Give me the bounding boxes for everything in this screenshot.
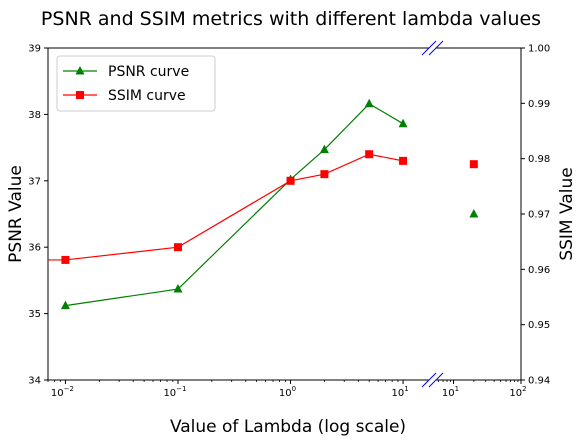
x-tick-label: 100 <box>279 385 296 399</box>
ssim-point <box>469 160 478 169</box>
y-right-tick-label: 0.98 <box>528 154 550 165</box>
ssim-point <box>173 243 182 252</box>
y-left-tick-label: 39 <box>28 44 41 55</box>
legend-box <box>56 55 216 112</box>
axis-break-mark <box>421 372 437 388</box>
ssim-point <box>365 150 374 159</box>
psnr-point <box>469 209 479 218</box>
y-left-tick-label: 34 <box>28 376 41 387</box>
legend: PSNR curve SSIM curve <box>56 55 216 112</box>
legend-marker-triangle <box>75 66 85 75</box>
y-left-tick-label: 36 <box>28 243 41 254</box>
x-axis-label: Value of Lambda (log scale) <box>170 417 406 437</box>
legend-label: SSIM curve <box>108 88 186 104</box>
series-line-psnr <box>65 103 404 307</box>
ssim-point <box>61 255 70 264</box>
legend-marker-square <box>76 91 84 99</box>
axis-break-mark <box>428 40 444 56</box>
ssim-point <box>399 156 408 165</box>
psnr-point <box>60 300 70 310</box>
x-tick-label: 101 <box>391 385 408 399</box>
y-right-tick-label: 0.95 <box>528 320 550 331</box>
psnr-point <box>319 144 329 154</box>
y-right-tick-label: 0.99 <box>528 99 550 110</box>
x-tick-label: 101 <box>442 385 459 399</box>
x-tick-label: 102 <box>509 385 526 399</box>
y-axis-right-label: SSIM Value <box>557 167 577 260</box>
x-tick-label: 10−1 <box>163 385 186 399</box>
ssim-point <box>320 170 329 179</box>
legend-label: PSNR curve <box>108 64 189 80</box>
y-axis-left-label: PSNR Value <box>6 165 26 263</box>
y-left-tick-label: 37 <box>28 176 41 187</box>
y-left-tick-label: 35 <box>28 309 41 320</box>
y-right-tick-label: 0.97 <box>528 210 550 221</box>
axis-break-mark <box>421 40 437 56</box>
ssim-point <box>286 176 295 185</box>
x-tick-label: 10−2 <box>51 385 74 399</box>
y-right-tick-label: 1.00 <box>528 44 550 55</box>
psnr-point <box>398 118 408 128</box>
psnr-point <box>173 284 183 293</box>
y-right-tick-label: 0.94 <box>528 376 550 387</box>
y-right-tick-label: 0.96 <box>528 265 550 276</box>
axis-break-mark <box>428 372 444 388</box>
y-left-tick-label: 38 <box>28 110 41 121</box>
chart-title: PSNR and SSIM metrics with different lam… <box>41 8 541 30</box>
series-line-ssim <box>48 153 404 261</box>
psnr-point <box>364 98 374 108</box>
